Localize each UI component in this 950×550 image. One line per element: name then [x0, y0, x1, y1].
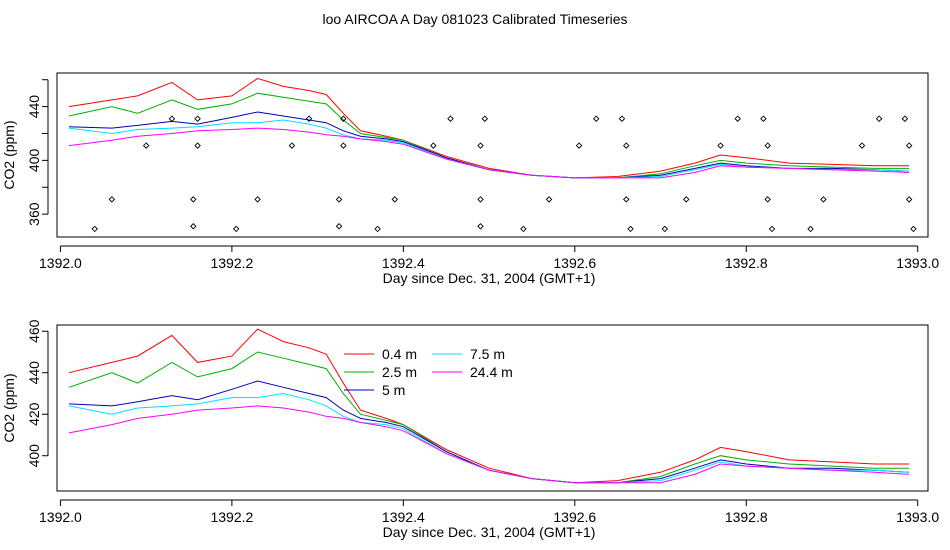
panel-2-series-line: [68, 392, 910, 484]
panel-1-valve-marker: [254, 196, 261, 203]
panel-1-series-line: [68, 77, 910, 179]
panel-1-valve-marker: [764, 196, 771, 203]
panel-1-x-tick-label: 1392.6: [553, 255, 596, 271]
panel-1-valve-marker: [545, 196, 553, 203]
panel-1-valve-marker: [592, 115, 600, 122]
panel-1-valve-marker: [618, 115, 626, 122]
panel-2-series-line: [68, 405, 910, 484]
panel-2-plot-frame: [56, 324, 929, 492]
panel-1-valve-marker: [305, 115, 313, 122]
legend-label: 0.4 m: [382, 346, 417, 362]
panel-1-valve-marker: [905, 142, 913, 149]
panel-1-valve-marker: [520, 225, 527, 233]
panel-1-valve-marker: [760, 115, 767, 122]
panel-1-valve-marker: [905, 196, 913, 203]
panel-1-valve-marker: [807, 225, 814, 233]
panel-1-x-tick-label: 1392.2: [210, 255, 253, 271]
panel-1-valve-marker: [194, 142, 201, 149]
panel-1-valve-marker: [875, 115, 883, 122]
legend-label: 24.4 m: [470, 364, 513, 380]
panel-1-valve-marker: [91, 225, 98, 233]
panel-2-x-tick-label: 1392.4: [382, 509, 425, 525]
panel-1-valve-marker: [622, 142, 630, 149]
panel-2-x-tick-label: 1392.0: [39, 509, 82, 525]
panel-1-valve-marker: [335, 223, 343, 230]
panel-1-plot-frame: [56, 72, 929, 238]
panel-1-valve-marker: [288, 142, 296, 149]
panel-1-valve-marker: [481, 115, 489, 122]
panel-1-valve-marker: [340, 142, 347, 149]
panel-1-x-axis-label: Day since Dec. 31, 2004 (GMT+1): [383, 270, 596, 286]
panel-1-valve-marker: [858, 142, 866, 149]
panel-2-y-axis-label: CO2 (ppm): [1, 373, 17, 442]
panel-1-valve-marker: [335, 196, 343, 203]
legend-label: 2.5 m: [382, 364, 417, 380]
panel-1-valve-marker: [575, 142, 583, 149]
panel-1-valve-marker: [430, 142, 437, 149]
panel-2-x-tick-label: 1393.0: [896, 509, 939, 525]
panel-1-y-tick-label: 360: [26, 202, 42, 226]
panel-1-valve-marker: [190, 223, 197, 230]
panel-2-series-line: [68, 351, 910, 484]
panel-1-valve-marker: [768, 225, 776, 233]
panel-1-valve-marker: [910, 225, 917, 233]
panel-1-valve-marker: [447, 115, 454, 122]
panel-1-valve-marker: [168, 115, 176, 122]
panel-1-x-tick-label: 1392.4: [382, 255, 425, 271]
page-title: loo AIRCOA A Day 081023 Calibrated Times…: [322, 11, 628, 27]
panel-1-valve-marker: [717, 142, 724, 149]
panel-1-y-axis-label: CO2 (ppm): [1, 120, 17, 189]
panel-1-valve-marker: [232, 225, 240, 233]
panel-2-y-tick-label: 440: [26, 361, 42, 385]
panel-1-valve-marker: [683, 196, 690, 203]
panel-2-x-tick-label: 1392.2: [210, 509, 253, 525]
panel-2-x-tick-label: 1392.8: [725, 509, 768, 525]
panel-1-x-tick-label: 1392.0: [39, 255, 82, 271]
panel-1-valve-marker: [901, 115, 909, 122]
panel-1-x-tick-label: 1392.8: [725, 255, 768, 271]
panel-2-y-tick-label: 420: [26, 402, 42, 426]
legend-label: 7.5 m: [470, 346, 505, 362]
panel-1-valve-marker: [340, 115, 347, 122]
panel-1-valve-marker: [477, 223, 484, 230]
panel-2-x-tick-label: 1392.6: [553, 509, 596, 525]
panel-1-x-tick-label: 1393.0: [896, 255, 939, 271]
panel-1-valve-marker: [190, 196, 197, 203]
panel-1-series-line: [68, 111, 910, 179]
panel-1-valve-marker: [477, 142, 484, 149]
panel-1-series-line: [68, 119, 910, 179]
panel-1-valve-marker: [627, 225, 634, 233]
legend-label: 5 m: [382, 382, 405, 398]
panel-1-valve-marker: [391, 196, 399, 203]
panel-2-x-axis-label: Day since Dec. 31, 2004 (GMT+1): [383, 524, 596, 540]
panel-1-valve-marker: [734, 115, 741, 122]
panel-1-y-tick-label: 400: [26, 148, 42, 172]
panel-1-valve-marker: [194, 115, 201, 122]
panel-2-y-tick-label: 400: [26, 444, 42, 468]
panel-1-valve-marker: [477, 196, 484, 203]
panel-1-series-line: [68, 92, 910, 179]
panel-1-valve-marker: [661, 225, 669, 233]
panel-1-valve-marker: [820, 196, 827, 203]
panel-1-valve-marker: [764, 142, 771, 149]
panel-1-valve-marker: [622, 196, 630, 203]
panel-1-valve-marker: [374, 225, 381, 233]
panel-2-y-tick-label: 460: [26, 319, 42, 343]
panel-1-series-line: [68, 127, 910, 179]
panel-1-valve-marker: [142, 142, 150, 149]
panel-2-series-line: [68, 380, 910, 484]
panel-1-y-tick-label: 440: [26, 95, 42, 119]
panel-1-valve-marker: [108, 196, 116, 203]
